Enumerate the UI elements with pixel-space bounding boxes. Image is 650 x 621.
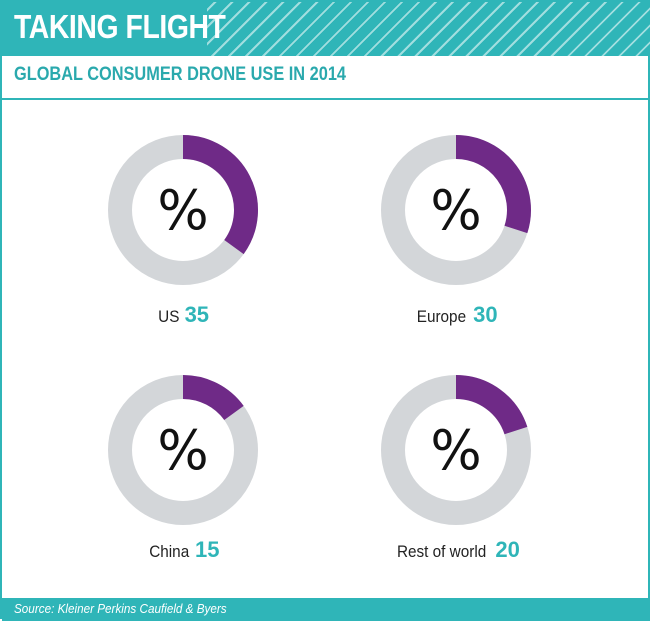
donut-svg: %	[108, 375, 258, 525]
donut-label: China 15	[33, 537, 333, 563]
category-value: 30	[473, 302, 498, 327]
donut-label: US 35	[33, 302, 333, 328]
chart-subtitle: GLOBAL CONSUMER DRONE USE IN 2014	[14, 64, 347, 85]
subtitle-divider	[2, 98, 650, 100]
percent-symbol: %	[157, 179, 208, 242]
donut-slice-rest-of-world	[455, 375, 528, 435]
category-value: 20	[495, 537, 520, 562]
donut-svg: %	[381, 375, 531, 525]
percent-symbol: %	[157, 419, 208, 482]
title-box: TAKING FLIGHT	[2, 2, 226, 56]
category-name: Europe	[417, 307, 467, 326]
category-value: 15	[194, 537, 220, 562]
donut-label: Europe 30	[306, 302, 606, 328]
donut-svg: %	[381, 135, 531, 285]
percent-symbol: %	[430, 179, 481, 242]
donut-label: Rest of world 20	[306, 537, 606, 563]
donut-slice-europe	[455, 135, 531, 234]
category-name: China	[148, 542, 189, 561]
page-title: TAKING FLIGHT	[14, 8, 226, 45]
donut-us: %	[103, 130, 263, 290]
header-bar: TAKING FLIGHT	[2, 2, 650, 56]
percent-symbol: %	[430, 419, 481, 482]
donut-china: %	[103, 370, 263, 530]
donut-slice-us	[182, 135, 258, 255]
donut-svg: %	[108, 135, 258, 285]
donut-europe: %	[376, 130, 536, 290]
source-note: Source: Kleiner Perkins Caufield & Byers	[14, 601, 227, 616]
category-name: Rest of world	[397, 542, 487, 561]
category-name: US	[158, 307, 180, 326]
donut-rest-of-world: %	[376, 370, 536, 530]
category-value: 35	[184, 302, 210, 327]
footer-bar: Source: Kleiner Perkins Caufield & Byers	[2, 598, 650, 621]
donut-slice-china	[182, 375, 244, 421]
